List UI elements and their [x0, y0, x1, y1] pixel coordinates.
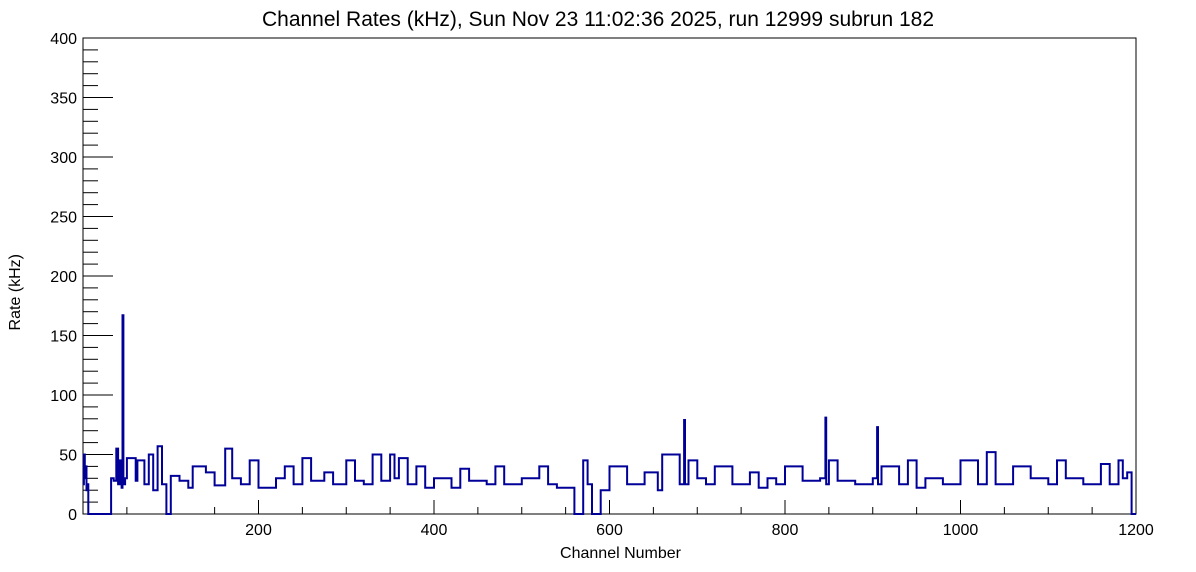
plot-frame [82, 37, 1137, 515]
y-tick-label: 250 [50, 210, 77, 227]
y-tick-label: 300 [50, 150, 77, 167]
y-axis-label: Rate (kHz) [7, 254, 24, 330]
y-tick-label: 200 [50, 269, 77, 286]
x-tick-label: 1000 [943, 522, 979, 539]
x-axis: 200 400 600 800 1000 1200 [126, 500, 1154, 539]
series-layer [82, 314, 1136, 515]
series-line [82, 314, 1136, 515]
x-axis-label: Channel Number [560, 545, 682, 562]
y-tick-label: 350 [50, 91, 77, 108]
x-tick-label: 600 [596, 522, 623, 539]
y-tick-label: 50 [59, 448, 77, 465]
chart-title: Channel Rates (kHz), Sun Nov 23 11:02:36… [262, 8, 934, 31]
y-tick-label: 150 [50, 329, 77, 346]
y-tick-label: 100 [50, 388, 77, 405]
y-tick-label: 0 [68, 507, 77, 524]
x-tick-label: 200 [245, 522, 272, 539]
x-tick-label: 400 [421, 522, 448, 539]
x-tick-label: 800 [772, 522, 799, 539]
x-tick-label: 1200 [1118, 522, 1154, 539]
y-axis: 0 50 100 150 200 250 300 350 400 [50, 31, 113, 524]
y-tick-label: 400 [50, 31, 77, 48]
